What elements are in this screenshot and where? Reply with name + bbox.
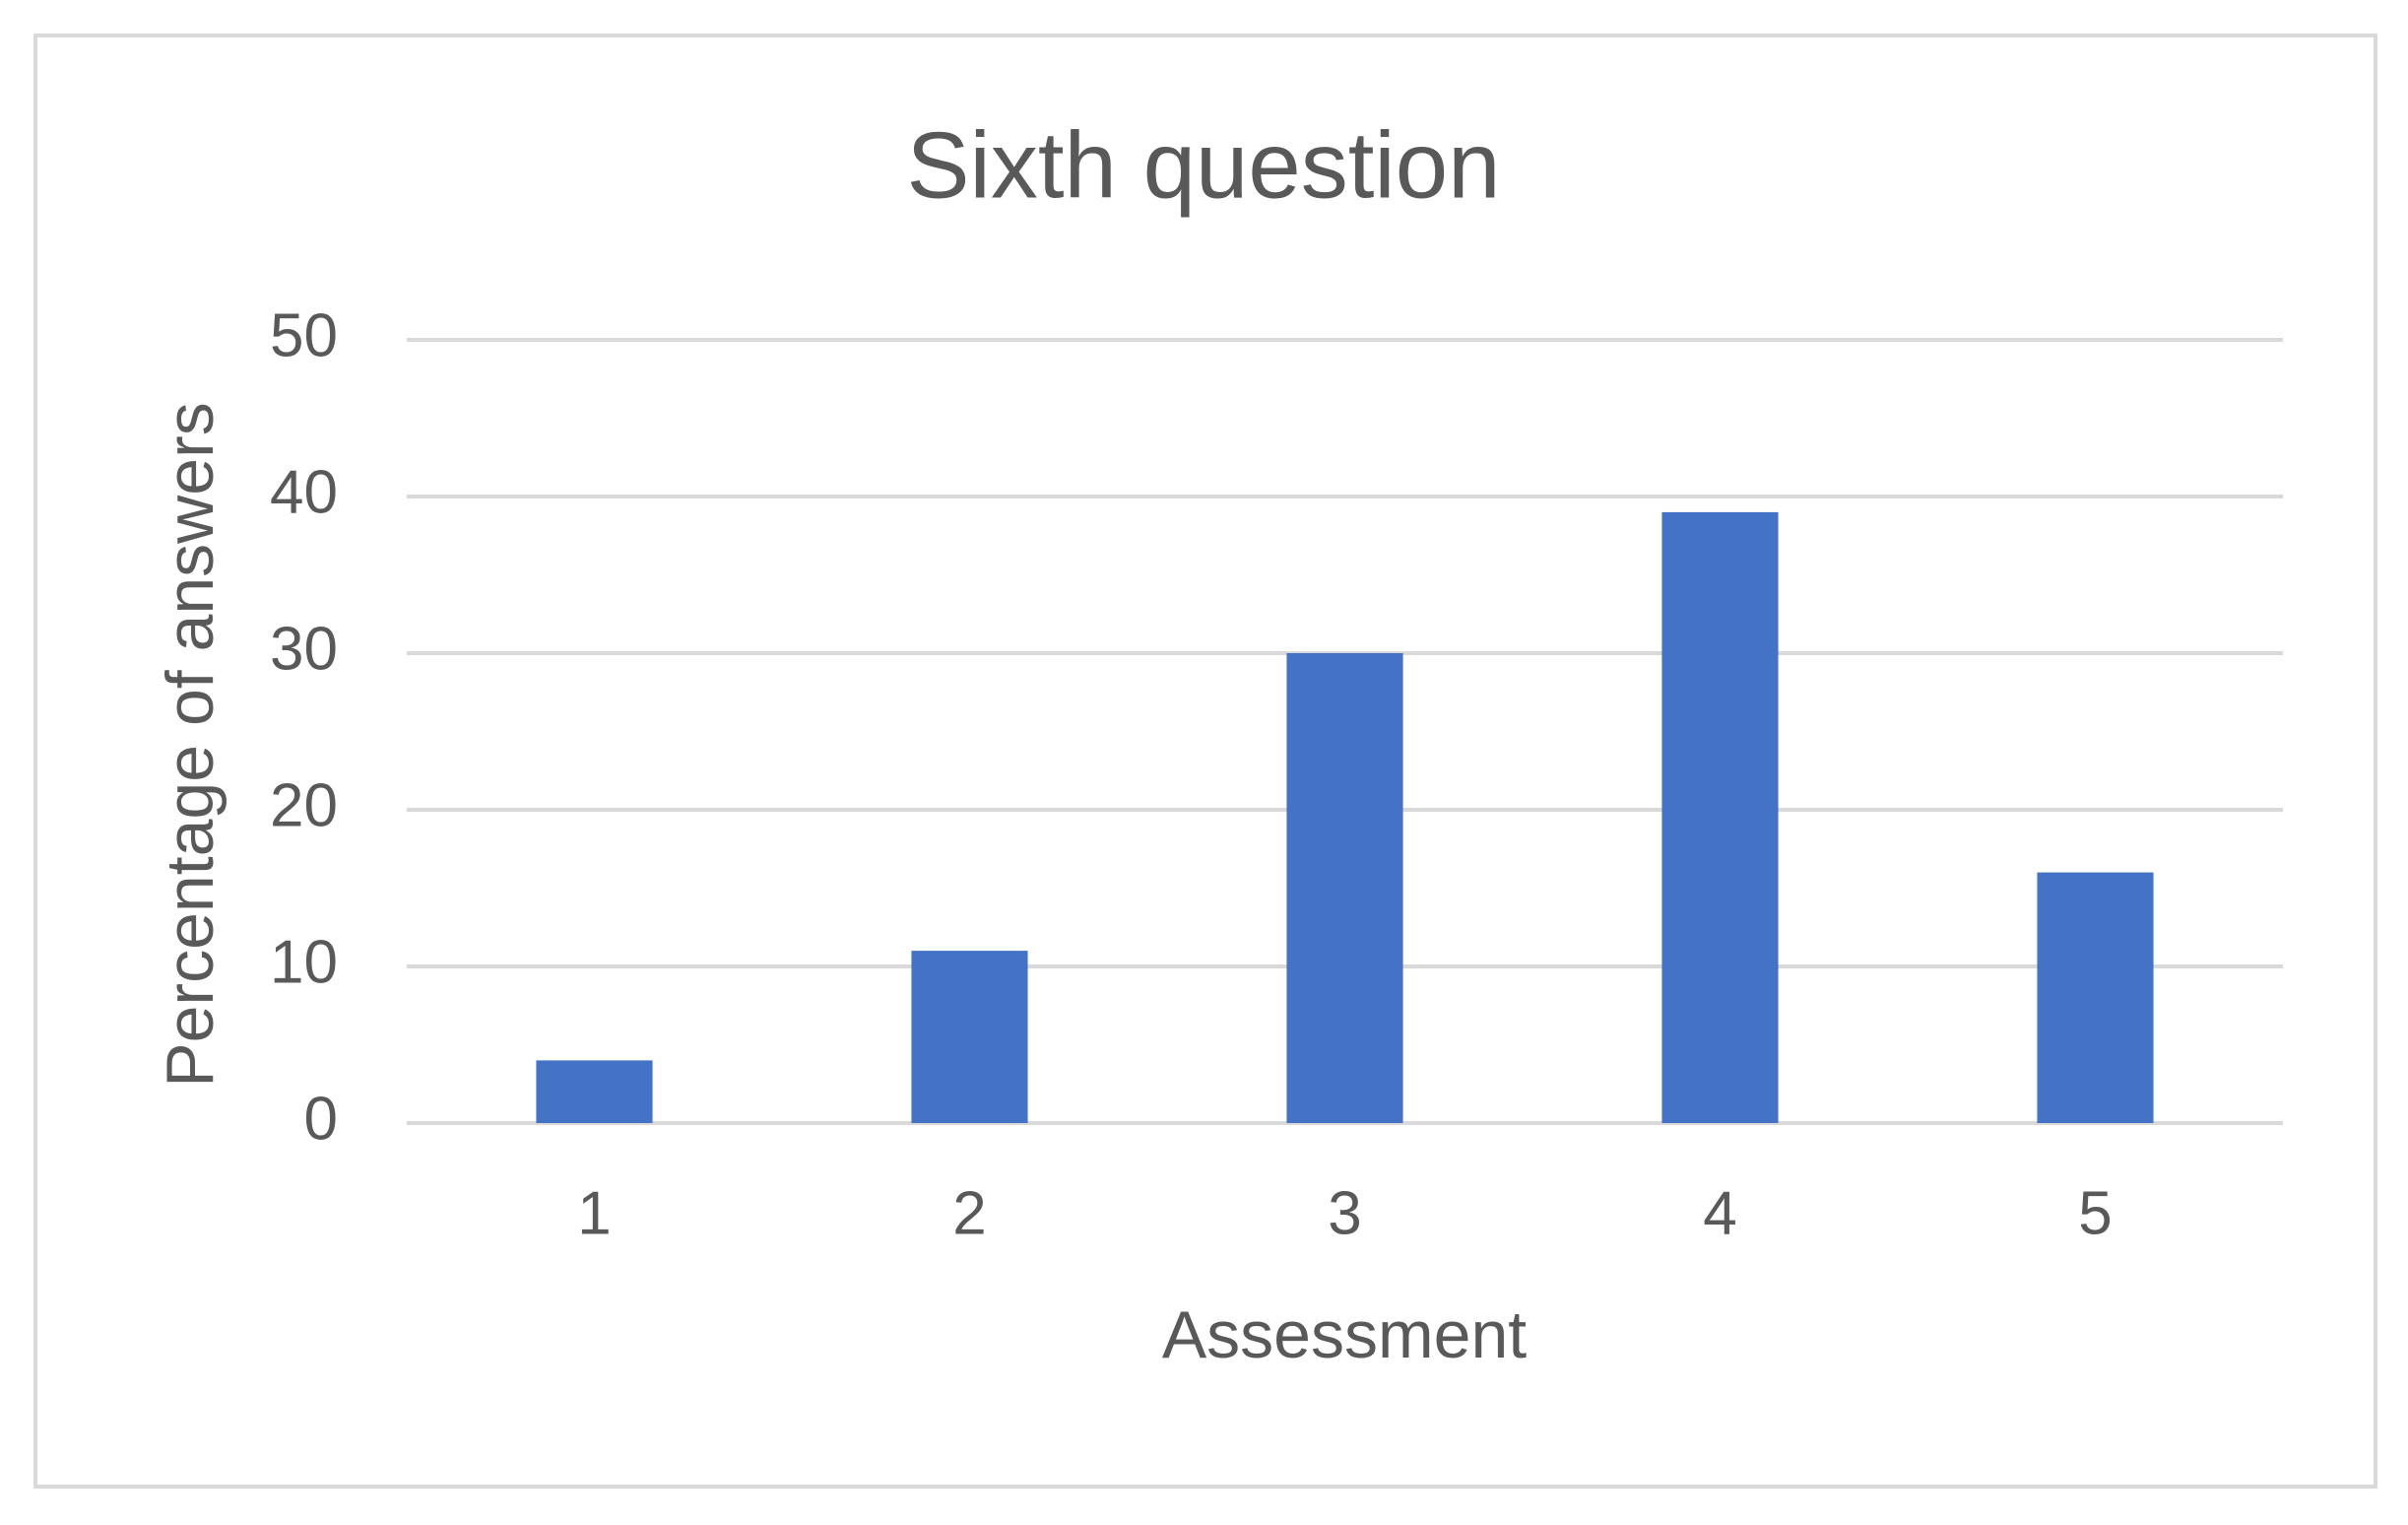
y-tick-label: 10 <box>270 928 338 996</box>
x-tick-label: 1 <box>577 1179 611 1247</box>
chart-title: Sixth question <box>906 112 1500 218</box>
y-tick-label: 30 <box>270 615 338 683</box>
y-tick-label: 50 <box>270 301 338 369</box>
bar <box>536 1060 653 1123</box>
x-tick-label: 5 <box>2078 1179 2112 1247</box>
y-tick-label: 0 <box>304 1085 338 1153</box>
bar <box>1661 511 1779 1123</box>
y-tick-label: 20 <box>270 771 338 839</box>
x-tick-label: 4 <box>1703 1179 1736 1247</box>
bar <box>911 951 1028 1123</box>
y-tick-label: 40 <box>270 458 338 526</box>
x-tick-label: 2 <box>952 1179 986 1247</box>
chart-border <box>33 33 2377 1489</box>
bar <box>2037 872 2154 1123</box>
y-axis-title: Percentage of answers <box>153 402 228 1088</box>
x-axis-title: Assessment <box>1162 1297 1527 1372</box>
bar <box>1286 653 1403 1123</box>
x-tick-label: 3 <box>1328 1179 1361 1247</box>
